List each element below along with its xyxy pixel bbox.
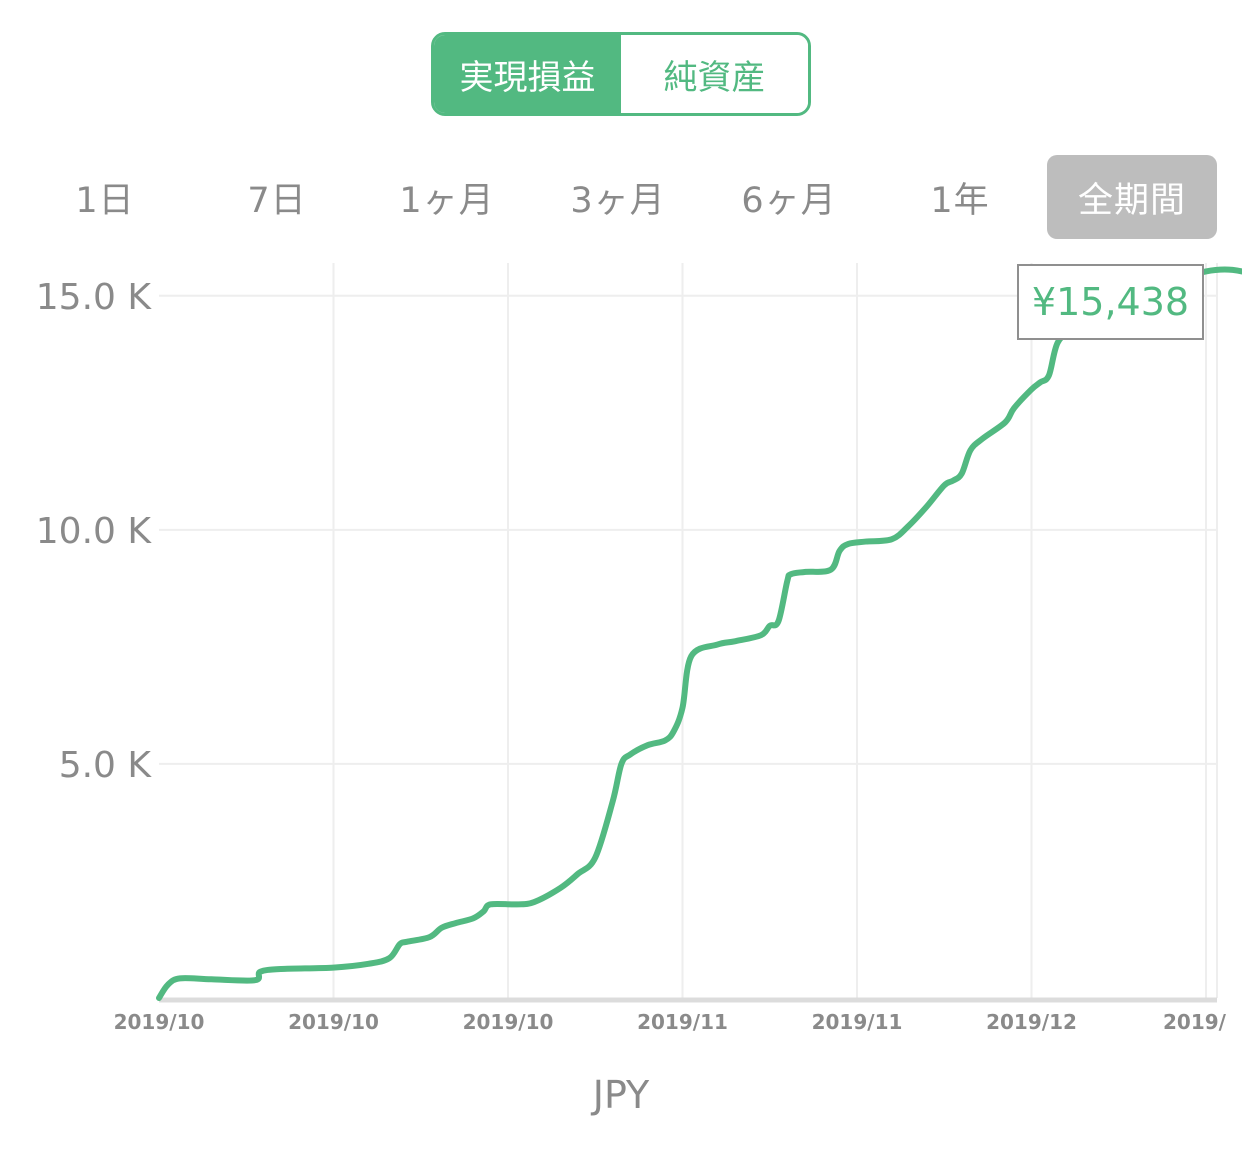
y-tick-label: 10.0 K	[36, 511, 153, 552]
period-all[interactable]: 全期間	[1047, 155, 1217, 239]
period-3m[interactable]: 3ヶ月	[570, 180, 666, 221]
mode-toggle: 実現損益 純資産	[431, 32, 811, 116]
realized-pnl-tab[interactable]: 実現損益	[434, 35, 621, 113]
series-line	[156, 266, 1242, 1001]
x-tick-label: 2019/11	[812, 1010, 903, 1034]
x-tick-label: 2019/10	[114, 1010, 205, 1034]
period-1y[interactable]: 1年	[930, 180, 990, 221]
x-tick-label: 2019/10	[288, 1010, 379, 1034]
period-selector: 1日 7日 1ヶ月 3ヶ月 6ヶ月 1年 全期間	[0, 155, 1242, 239]
period-1m[interactable]: 1ヶ月	[399, 180, 495, 221]
pnl-line-chart: 5.0 K 10.0 K 15.0 K 2019/10 2019/10 2019/10 20…	[36, 263, 1242, 1034]
y-tick-label: 5.0 K	[59, 745, 153, 786]
net-assets-tab[interactable]: 純資産	[621, 35, 808, 113]
period-7d[interactable]: 7日	[247, 180, 307, 221]
value-tooltip: ¥15,438	[1017, 264, 1204, 340]
period-1d[interactable]: 1日	[75, 180, 135, 221]
y-tick-label: 15.0 K	[36, 277, 153, 318]
x-tick-label: 2019/11	[637, 1010, 728, 1034]
x-tick-label: 2019/	[1163, 1010, 1227, 1034]
x-axis-label: JPY	[592, 1073, 650, 1117]
period-6m[interactable]: 6ヶ月	[741, 180, 837, 221]
x-tick-label: 2019/12	[986, 1010, 1077, 1034]
x-tick-label: 2019/10	[463, 1010, 554, 1034]
